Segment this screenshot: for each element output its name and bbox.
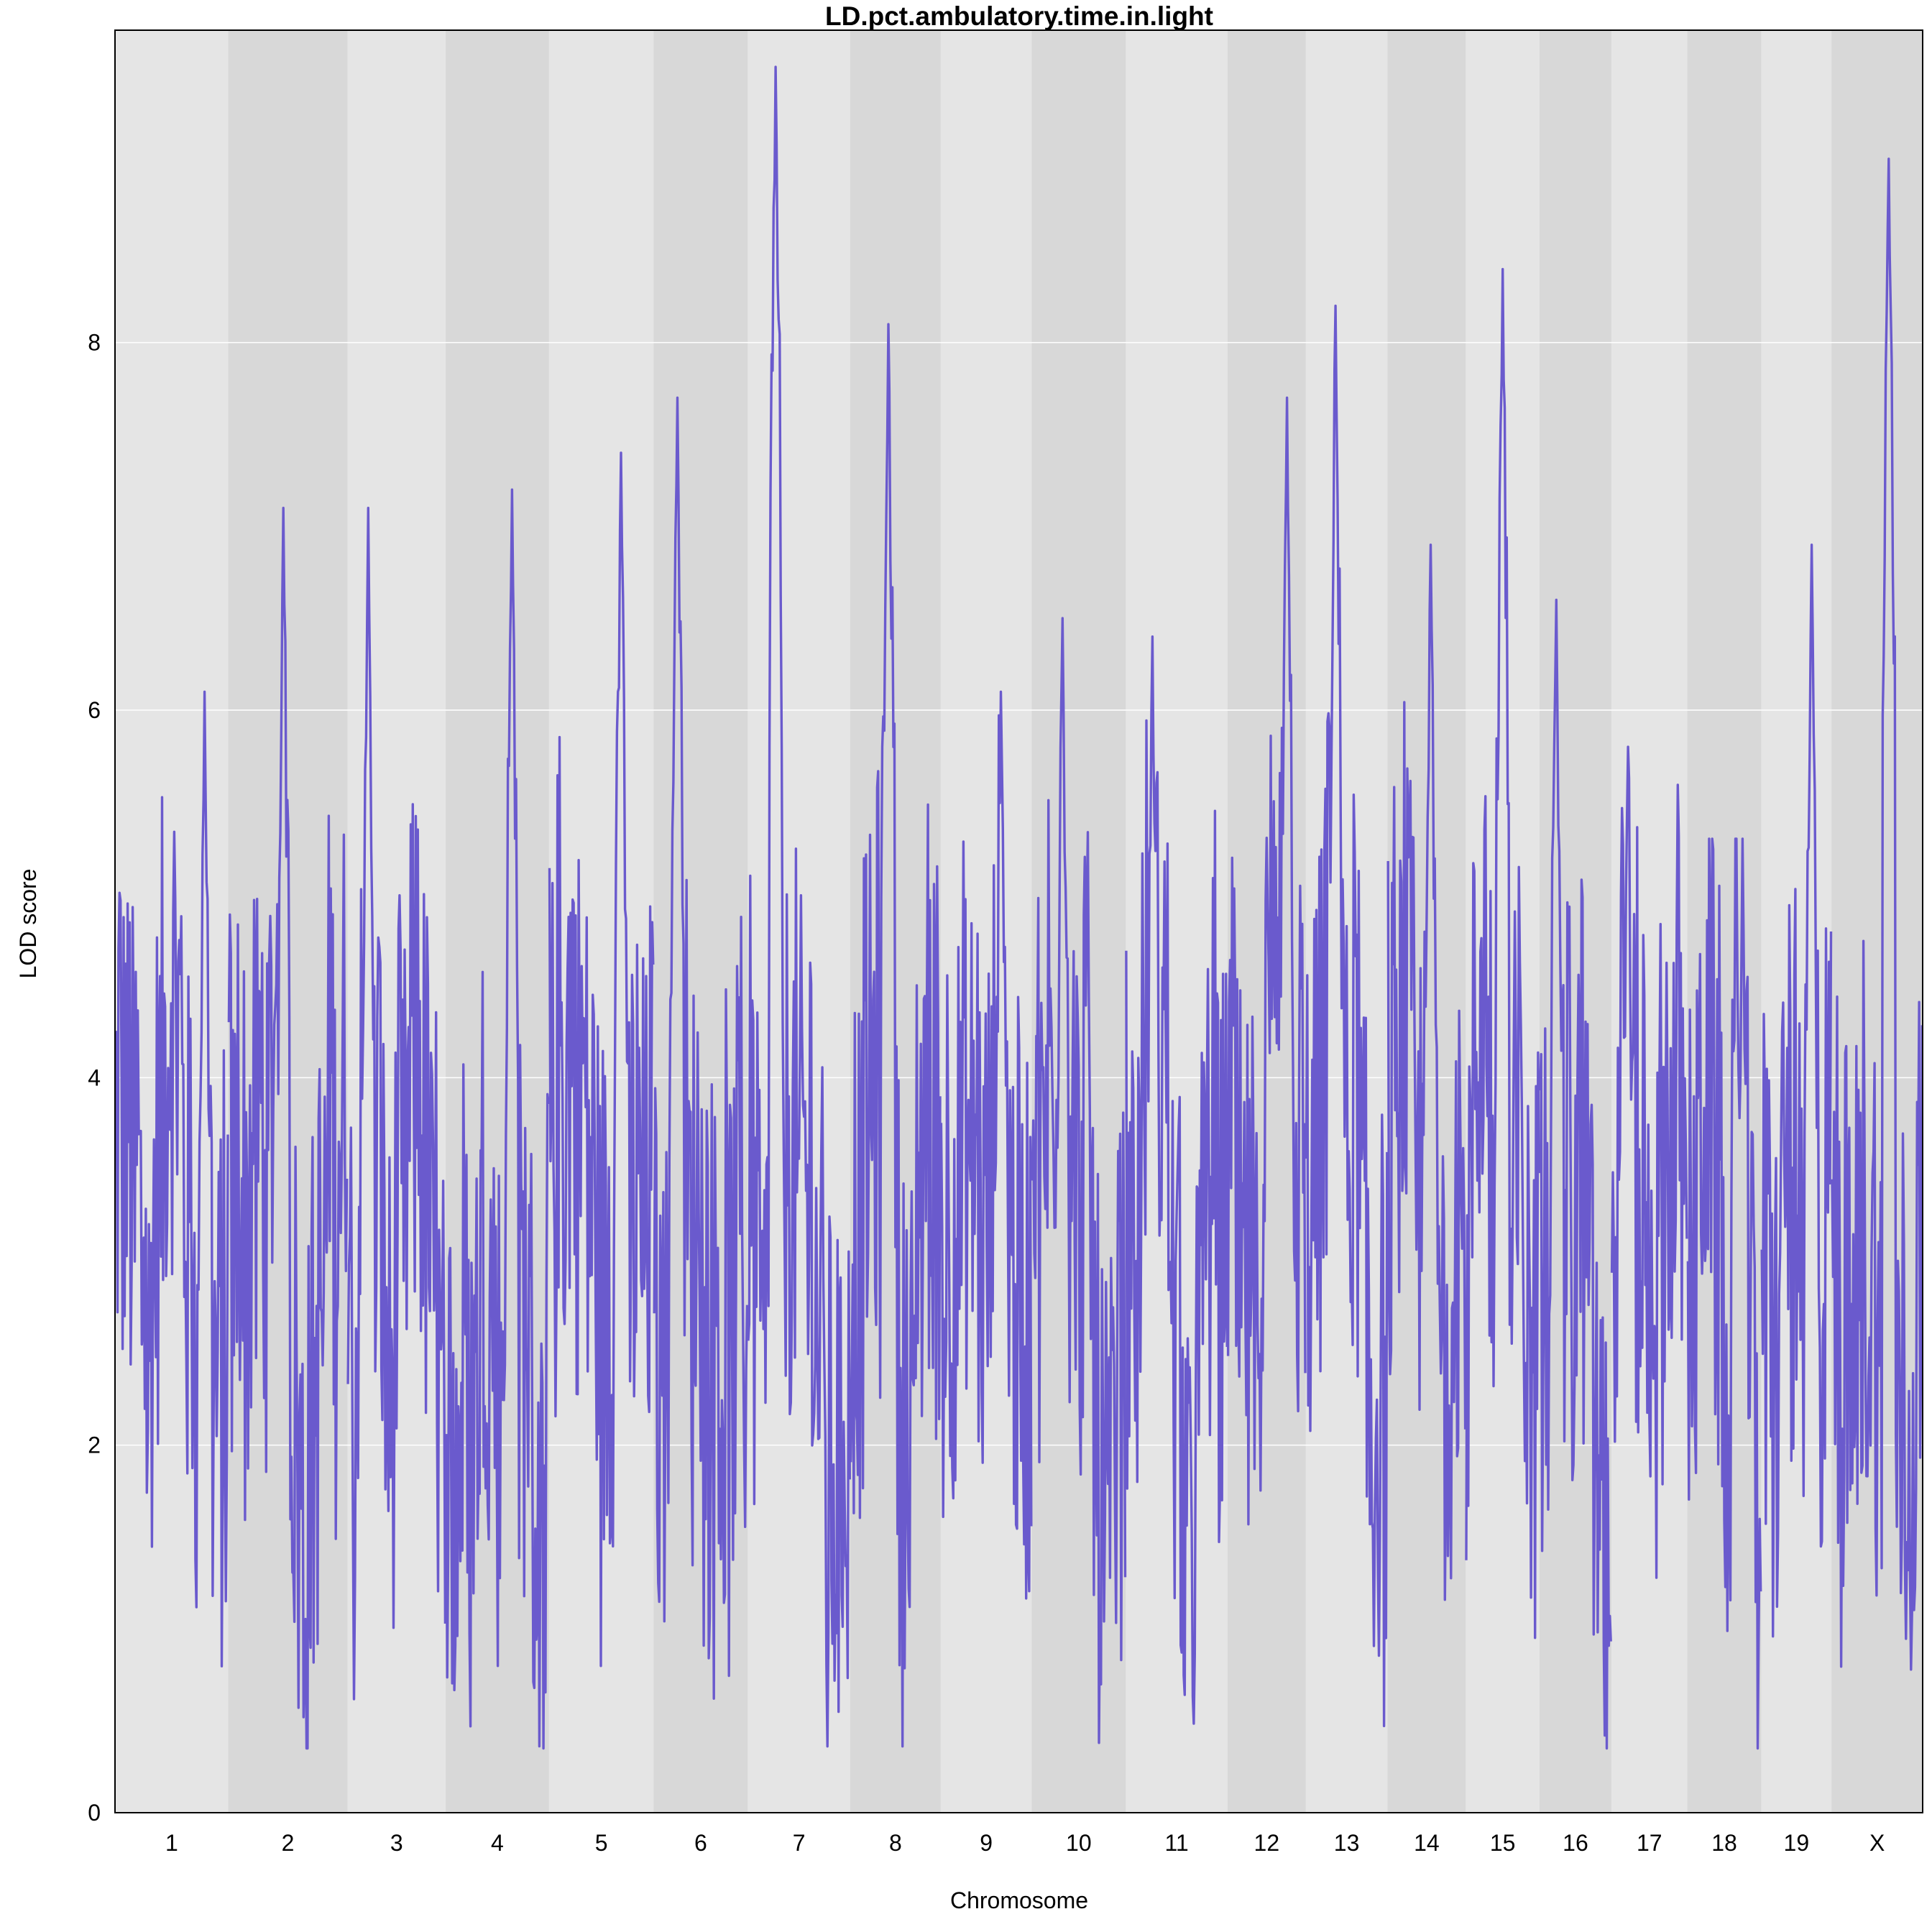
x-tick-label-6: 6: [694, 1830, 707, 1856]
y-axis: 0 2 4 6 8: [88, 330, 101, 1826]
x-tick-label-16: 16: [1563, 1830, 1588, 1856]
chromosome-bands: [115, 30, 1923, 1813]
x-tick-label-15: 15: [1490, 1830, 1516, 1856]
x-tick-label-4: 4: [491, 1830, 504, 1856]
y-tick-label-2: 2: [88, 1432, 101, 1458]
x-tick-label-1: 1: [165, 1830, 178, 1856]
x-tick-label-12: 12: [1254, 1830, 1280, 1856]
x-tick-label-13: 13: [1334, 1830, 1360, 1856]
x-tick-label-18: 18: [1711, 1830, 1737, 1856]
chart-title: LD.pct.ambulatory.time.in.light: [825, 1, 1213, 31]
lod-curve: [114, 65, 1923, 1750]
x-axis: 1 2 3 4 5 6 7 8 9 10 11 12 13 14 15 16 17 18 19 X: [165, 1830, 1885, 1856]
y-tick-label-6: 6: [88, 697, 101, 723]
y-tick-label-8: 8: [88, 330, 101, 356]
plot-frame: [114, 29, 1923, 1813]
x-tick-label-X: X: [1869, 1830, 1885, 1856]
y-tick-label-0: 0: [88, 1800, 101, 1826]
y-axis-label: LOD score: [15, 869, 41, 979]
x-tick-label-8: 8: [889, 1830, 902, 1856]
chromosome-band-10: [1031, 30, 1126, 1813]
x-tick-label-2: 2: [282, 1830, 295, 1856]
x-tick-label-11: 11: [1164, 1830, 1188, 1856]
x-tick-label-5: 5: [595, 1830, 608, 1856]
chromosome-band-7: [748, 30, 851, 1813]
x-axis-label: Chromosome: [950, 1887, 1088, 1913]
x-tick-label-10: 10: [1066, 1830, 1092, 1856]
x-tick-label-17: 17: [1637, 1830, 1662, 1856]
chromosome-band-9: [940, 30, 1032, 1813]
x-tick-label-3: 3: [390, 1830, 403, 1856]
x-tick-label-9: 9: [980, 1830, 993, 1856]
x-tick-label-14: 14: [1414, 1830, 1440, 1856]
x-tick-label-19: 19: [1784, 1830, 1810, 1856]
x-tick-label-7: 7: [793, 1830, 806, 1856]
y-tick-label-4: 4: [88, 1064, 101, 1090]
